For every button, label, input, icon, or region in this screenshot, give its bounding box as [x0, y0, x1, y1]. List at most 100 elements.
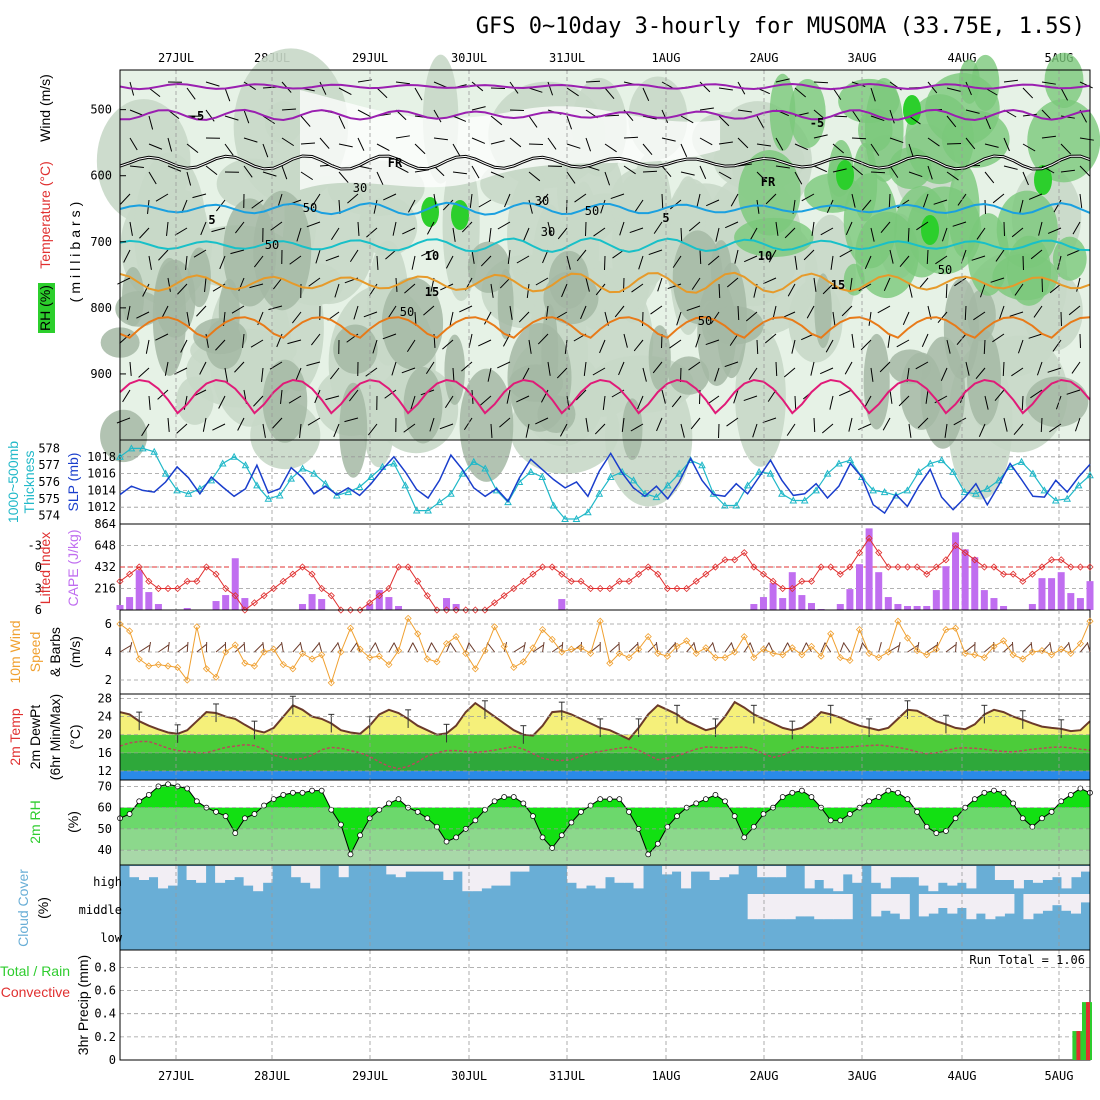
- precip-panel: 0.8 0.6 0.4 0.2 0 Run Total = 1.06 3hr Precip …: [0, 949, 1092, 1067]
- cape-tick: 216: [94, 582, 116, 596]
- lifted-index-point: [865, 534, 873, 542]
- cloud-middle-cell: [1032, 894, 1043, 914]
- wind10-point: [385, 661, 393, 669]
- cloud-high-cell: [1080, 866, 1091, 872]
- cloud-high-cell: [215, 866, 226, 883]
- lifted-index-point: [961, 549, 969, 557]
- thickness-point: [994, 476, 1003, 484]
- cloud-high-cell: [509, 866, 520, 872]
- wind-barb: [794, 143, 808, 151]
- lifted-index-tick: 6: [35, 603, 42, 617]
- wind10-point: [779, 651, 787, 659]
- minmax-axis-label: (6hr Min/Max): [47, 694, 63, 780]
- rh-contour-dark: [333, 324, 378, 374]
- rh2m-point: [981, 789, 988, 796]
- lifted-index-point: [548, 563, 556, 571]
- cloud-high-cell: [433, 866, 444, 872]
- date-label-top: 3AUG: [848, 51, 877, 65]
- wind10-barb: [1030, 641, 1033, 653]
- wind10-point: [1067, 649, 1075, 657]
- cloud-high-cell: [709, 866, 720, 880]
- lifted-index-point: [202, 563, 211, 571]
- lifted-index-point: [1067, 563, 1075, 571]
- cloud-high-cell: [766, 866, 777, 878]
- wind-barb: [330, 227, 340, 241]
- wind-barb: [870, 87, 876, 102]
- wind-barb: [129, 165, 144, 168]
- rh-contour-dark: [943, 278, 980, 380]
- wind-barb: [634, 199, 644, 212]
- wind-barb: [1011, 227, 1024, 238]
- wind-barb: [629, 227, 644, 234]
- rh-contour-green: [738, 150, 801, 236]
- wind-barb: [365, 367, 378, 377]
- date-label-bottom: 5AUG: [1045, 1069, 1074, 1083]
- wind10-point: [711, 654, 720, 662]
- cloud-high-cell: [880, 866, 891, 889]
- cloud-high-cell: [633, 866, 644, 889]
- lifted-index-point: [951, 541, 960, 550]
- wind-barb: [564, 339, 568, 354]
- wind10-barb: [1086, 642, 1091, 653]
- rh2m-point: [549, 845, 556, 851]
- wind10-point: [865, 649, 873, 657]
- wind-barb: [385, 249, 397, 260]
- wind-barb: [811, 221, 815, 236]
- pressure-tick: 500: [90, 103, 112, 117]
- wind10-point: [759, 645, 768, 653]
- thickness-point: [230, 452, 238, 460]
- wind-barb: [230, 249, 245, 255]
- thickness-point: [367, 472, 375, 480]
- wind-barb: [499, 417, 511, 428]
- thickness-point: [960, 488, 969, 496]
- wind-barb: [619, 221, 625, 236]
- rh2m-axis-label: 2m RH: [27, 800, 43, 844]
- rh2m-point: [443, 838, 450, 845]
- lifted-index-point: [635, 570, 643, 578]
- wind-barb: [449, 311, 454, 326]
- wind-barb: [185, 255, 188, 270]
- wind10-barb: [907, 644, 919, 653]
- cloud-high-cell: [937, 866, 948, 883]
- lifted-index-point: [923, 570, 931, 578]
- thickness-point: [504, 498, 512, 506]
- cloud-middle-cell: [1080, 894, 1091, 903]
- wind-barb: [718, 171, 732, 180]
- wind-barb: [288, 395, 302, 404]
- wind-barb: [497, 221, 511, 230]
- thickness-axis-label: 1000~500mb: [5, 441, 21, 523]
- wind-barb: [642, 143, 653, 156]
- wind-barb: [870, 171, 886, 174]
- wind-barb: [1002, 361, 1005, 377]
- rh2m-point: [414, 809, 421, 815]
- wind-barb: [841, 305, 853, 317]
- wind-barb: [186, 311, 190, 326]
- rh2m-point: [299, 789, 306, 796]
- wind-barb: [917, 417, 929, 429]
- wind-barb: [205, 109, 215, 122]
- wind-barb: [174, 227, 188, 236]
- wind-barb: [860, 339, 872, 351]
- wind-barb: [556, 367, 568, 379]
- wind10-axis-label-4: (m/s): [67, 636, 83, 668]
- wind-barb: [964, 305, 967, 321]
- wind-barb: [497, 361, 511, 369]
- thickness-point: [138, 444, 147, 452]
- wind-barb: [1041, 109, 1053, 121]
- wind-barb: [585, 277, 590, 292]
- cape-bar: [1048, 578, 1056, 610]
- cloud-high-cell: [158, 866, 169, 889]
- wind-barb: [402, 227, 416, 235]
- wind-barb: [858, 283, 872, 292]
- thickness-point: [150, 447, 159, 455]
- wind-barb: [965, 361, 970, 376]
- cloud-high-cell: [776, 866, 787, 878]
- wind10-point: [222, 648, 230, 656]
- wind-barb: [965, 137, 976, 150]
- wind-barb: [224, 87, 231, 102]
- wind-barb: [1040, 417, 1043, 433]
- lifted-index-point: [490, 599, 499, 607]
- date-label-top: 29JUL: [352, 51, 388, 65]
- cloud-high-cell: [196, 866, 207, 883]
- cape-bar: [443, 598, 451, 610]
